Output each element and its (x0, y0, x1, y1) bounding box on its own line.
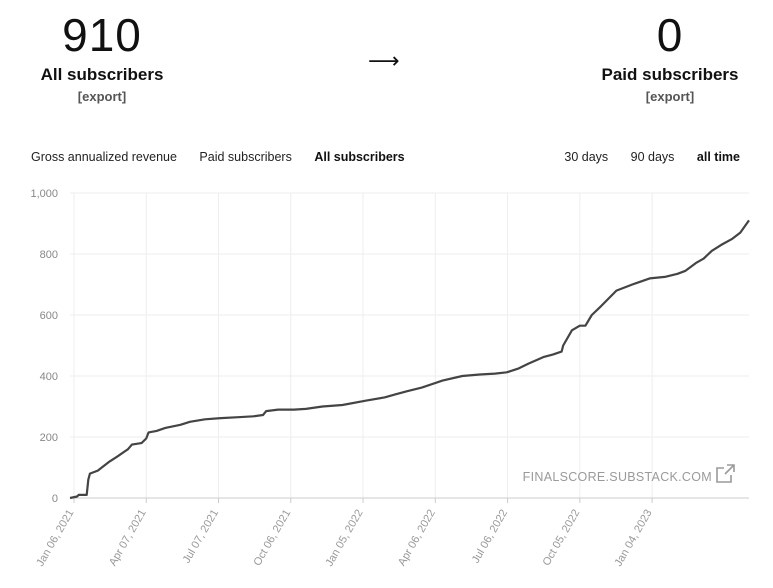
x-tick-label: Apr 07, 2021 (107, 508, 149, 569)
paid-subscribers-count: 0 (656, 9, 684, 61)
x-tick-label: Oct 06, 2021 (251, 508, 293, 569)
watermark-text: FINALSCORE.SUBSTACK.COM (523, 470, 712, 484)
all-subscribers-stat: 910 All subscribers [export] (2, 6, 202, 104)
right-arrow-icon: ⟶ (368, 48, 400, 73)
x-tick-label: Jan 05, 2022 (323, 508, 365, 569)
range-30-days[interactable]: 30 days (564, 150, 609, 164)
y-tick-label: 0 (52, 493, 58, 505)
range-90-days[interactable]: 90 days (630, 150, 675, 164)
x-tick-label: Apr 06, 2022 (396, 508, 438, 569)
metric-tabs: Gross annualized revenue Paid subscriber… (31, 150, 424, 164)
tab-gross-annualized-revenue[interactable]: Gross annualized revenue (31, 150, 177, 164)
external-link-icon[interactable] (716, 464, 735, 483)
x-tick-label: Oct 05, 2022 (541, 508, 583, 569)
x-tick-label: Jul 06, 2022 (470, 507, 510, 565)
paid-subscribers-label: Paid subscribers (601, 65, 739, 84)
all-subscribers-count: 910 (62, 9, 142, 61)
x-tick-label: Jul 07, 2021 (181, 508, 221, 566)
export-all-subscribers-link[interactable]: [export] (77, 89, 127, 104)
x-tick-label: Jan 06, 2021 (34, 508, 76, 569)
y-tick-label: 600 (40, 310, 58, 322)
tab-all-subscribers[interactable]: All subscribers (314, 150, 405, 164)
y-tick-label: 1,000 (30, 188, 58, 200)
export-paid-subscribers-link[interactable]: [export] (645, 89, 695, 104)
range-all-time[interactable]: all time (696, 150, 740, 164)
y-tick-label: 400 (40, 371, 58, 383)
subscribers-line (69, 219, 750, 500)
all-subscribers-label: All subscribers (40, 65, 164, 84)
tab-paid-subscribers[interactable]: Paid subscribers (199, 150, 292, 164)
time-range-selector: 30 days 90 days all time (545, 150, 740, 164)
y-tick-label: 200 (40, 432, 58, 444)
y-tick-label: 800 (40, 249, 58, 261)
paid-subscribers-stat: 0 Paid subscribers [export] (570, 6, 770, 104)
x-tick-label: Jan 04, 2023 (613, 508, 655, 569)
